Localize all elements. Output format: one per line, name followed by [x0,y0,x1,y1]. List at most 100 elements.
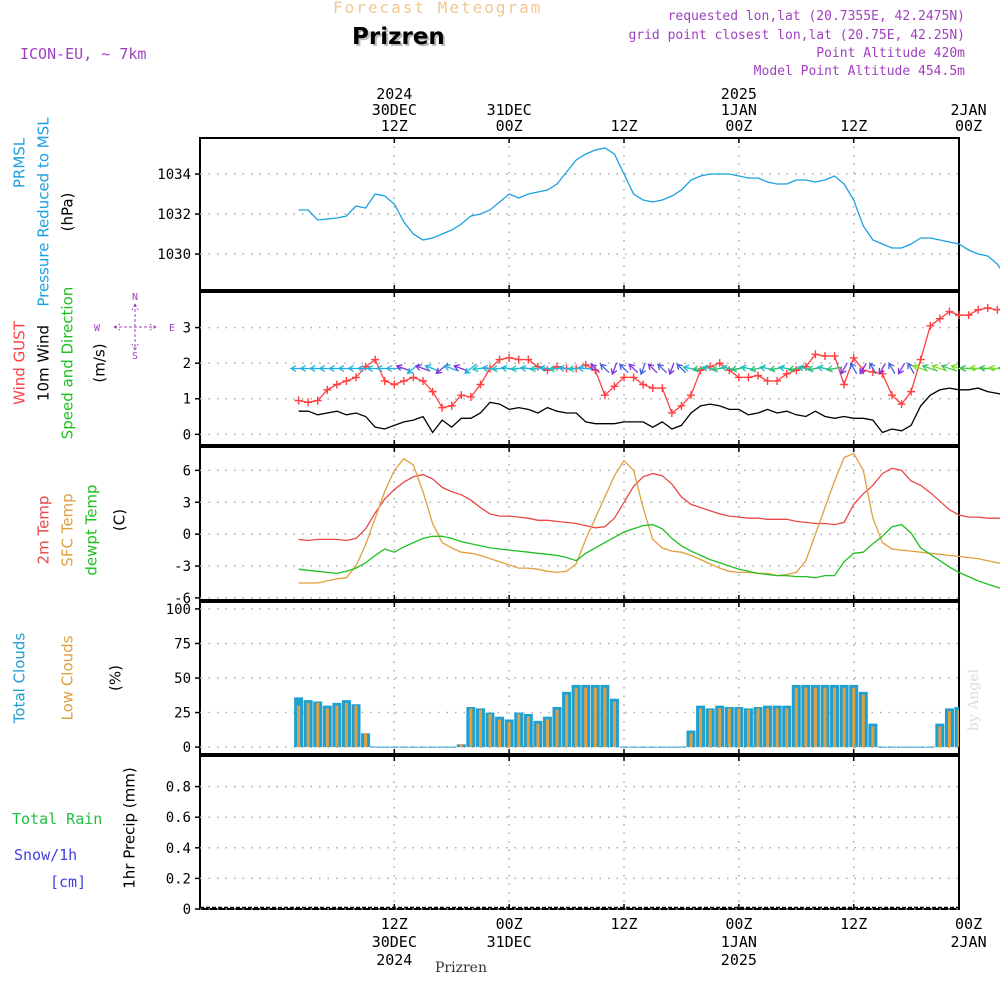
gust-marker [658,384,667,393]
low-clouds-bar [699,708,703,748]
wind-direction-arrow [978,364,996,372]
y-tick-label: 1 [183,392,191,408]
bottom-time-label: 31DEC [487,933,532,951]
y-tick-label: 1030 [157,247,191,263]
low-clouds-bar [852,687,856,748]
bottom-time-label: 12Z [610,915,637,933]
y-tick-label: 0 [183,527,191,543]
series-line-dewpt-temp [298,523,1000,589]
gust-marker [763,376,772,385]
grid-point-coords: grid point closest lon,lat (20.75E, 42.2… [628,28,965,43]
gust-marker [629,373,638,382]
series-line-2m-temp [298,467,1000,542]
low-clouds-bar [612,701,616,748]
top-time-label: 12Z [381,117,408,135]
gust-marker [457,391,466,400]
gust-marker [945,307,954,316]
low-clouds-bar [746,709,750,748]
gust-marker [974,305,983,314]
low-clouds-bar [737,708,741,748]
series-line-prmsl [298,147,1000,270]
low-clouds-bar [507,722,511,748]
gust-marker [754,371,763,380]
credit-watermark: by Angel [966,668,982,731]
low-clouds-bar [938,726,942,748]
top-time-label: 30DEC [372,101,417,119]
gust-marker [447,401,456,410]
gust-marker [514,355,523,364]
panel-frame-1 [199,137,960,291]
gust-marker [916,355,925,364]
y-tick-label: 0.2 [166,871,191,887]
bottom-time-label: 12Z [840,915,867,933]
bottom-time-label: 2JAN [951,933,987,951]
wind-direction-arrow [849,362,858,375]
y-axis-title: (m/s) [91,343,109,382]
wind-direction-arrow [657,363,667,374]
low-clouds-bar [718,708,722,748]
y-tick-label: 0.6 [166,810,191,826]
y-tick-label: 1034 [157,167,191,183]
top-time-label: 2JAN [951,101,987,119]
low-clouds-bar [833,687,837,748]
top-time-label: 1JAN [721,101,757,119]
y-tick-label: -6 [174,591,191,607]
gust-marker [342,376,351,385]
gust-marker [505,353,514,362]
gust-marker [390,380,399,389]
series-line-sfc-temp [298,452,1000,584]
bottom-time-label: 2025 [721,951,757,969]
low-clouds-bar [574,687,578,748]
model-altitude: Model Point Altitude 454.5m [753,64,965,79]
gust-marker [897,400,906,409]
bottom-time-label: 00Z [725,915,752,933]
point-altitude: Point Altitude 420m [816,46,965,61]
gust-marker [687,391,696,400]
wind-direction-arrow [959,364,977,372]
low-clouds-bar [756,708,760,748]
low-clouds-bar [488,713,492,748]
snow-legend: Snow/1h [14,846,77,864]
wind-direction-arrow [825,365,843,373]
y-axis-title: 1hr Precip (mm) [121,767,139,888]
low-clouds-bar [526,716,530,748]
y-axis-title: SFC Temp [59,493,77,566]
wind-direction-arrow [997,366,1000,370]
y-tick-label: 3 [183,321,191,337]
gust-marker [371,355,380,364]
gust-marker [313,396,322,405]
low-clouds-bar [766,708,770,748]
gust-marker [466,392,475,401]
top-time-label: 00Z [955,117,982,135]
bottom-time-label: 1JAN [721,933,757,951]
low-clouds-bar [565,694,569,748]
low-clouds-bar [689,733,693,748]
top-time-label: 2025 [721,85,757,103]
gust-marker [993,305,1000,314]
wind-direction-arrow [869,362,877,375]
gust-marker [734,373,743,382]
gust-marker [715,359,724,368]
low-clouds-bar [517,713,521,748]
requested-coords: requested lon,lat (20.7355E, 42.2475N) [667,9,965,24]
low-clouds-bar [555,709,559,748]
compass-north: N [132,292,138,303]
low-clouds-bar [603,687,607,748]
meteogram-title: Forecast Meteogram [333,0,543,17]
y-tick-label: 25 [174,706,191,722]
total-clouds-bar [954,707,959,748]
wind-direction-arrow [610,362,618,376]
wind-direction-arrow [590,363,600,374]
location-title: Prizren [352,24,445,50]
wind-direction-arrow [599,363,610,374]
gust-marker [352,373,361,382]
y-tick-label: 1032 [157,207,191,223]
low-clouds-bar [364,733,368,748]
wind-direction-arrow [628,363,639,374]
gust-marker [964,311,973,320]
bottom-time-label: 12Z [381,915,408,933]
y-axis-title: Pressure Reduced to MSL [35,117,53,307]
series-line-10m-wind [298,387,1000,434]
low-clouds-bar [478,709,482,748]
y-axis-title: Low Clouds [59,635,77,720]
